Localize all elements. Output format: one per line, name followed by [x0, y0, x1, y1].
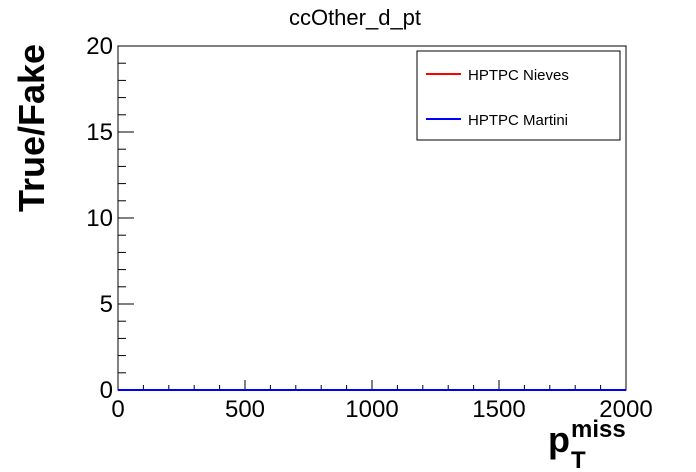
- x-axis-label-subscript: T: [571, 447, 586, 472]
- y-axis-label: True/Fake: [11, 44, 52, 212]
- axes: 0 500 1000 1500 2000 0 5 10 15 20: [86, 33, 652, 423]
- y-tick-label: 10: [86, 205, 113, 232]
- chart-title: ccOther_d_pt: [289, 5, 421, 30]
- y-tick-label: 15: [86, 119, 113, 146]
- legend: HPTPC Nieves HPTPC Martini: [416, 50, 621, 141]
- y-tick-label: 20: [86, 33, 113, 60]
- x-tick-label: 0: [111, 396, 124, 423]
- x-axis-label: p miss T: [548, 416, 626, 472]
- y-tick-label: 5: [100, 291, 113, 318]
- x-tick-label: 500: [225, 396, 265, 423]
- x-tick-label: 1000: [345, 396, 398, 423]
- x-tick-label: 2000: [599, 396, 652, 423]
- legend-box: [416, 50, 621, 141]
- y-tick-label: 0: [100, 377, 113, 404]
- legend-label-martini: HPTPC Martini: [468, 112, 568, 129]
- x-axis-label-main: p: [548, 419, 570, 460]
- x-tick-label: 1500: [472, 396, 525, 423]
- legend-label-nieves: HPTPC Nieves: [468, 67, 569, 84]
- x-axis-label-superscript: miss: [571, 416, 626, 443]
